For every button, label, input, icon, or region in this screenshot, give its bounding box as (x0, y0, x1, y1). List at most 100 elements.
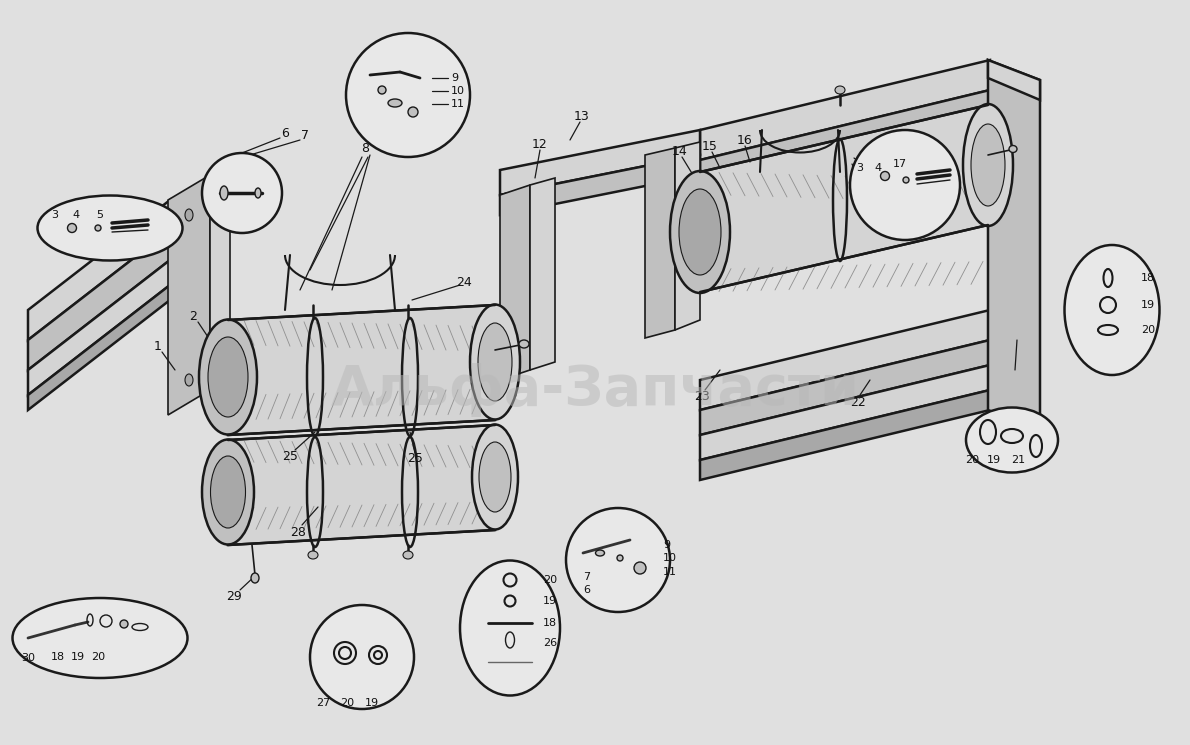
Ellipse shape (211, 456, 245, 528)
Text: 8: 8 (361, 142, 369, 154)
Ellipse shape (480, 442, 511, 512)
Text: 25: 25 (407, 451, 422, 464)
Ellipse shape (408, 107, 418, 117)
Ellipse shape (519, 340, 530, 348)
Text: 19: 19 (987, 455, 1001, 465)
Polygon shape (530, 178, 555, 370)
Ellipse shape (634, 562, 646, 574)
Polygon shape (700, 365, 990, 460)
Ellipse shape (184, 374, 193, 386)
Ellipse shape (255, 188, 261, 198)
Text: 27: 27 (315, 698, 330, 708)
Polygon shape (675, 142, 700, 330)
Text: 20: 20 (543, 575, 557, 585)
Polygon shape (700, 60, 990, 160)
Text: 7: 7 (301, 128, 309, 142)
Circle shape (346, 33, 470, 157)
Ellipse shape (470, 305, 520, 419)
Text: 24: 24 (456, 276, 472, 288)
Text: 16: 16 (737, 133, 753, 147)
Text: 30: 30 (21, 653, 35, 663)
Text: 21: 21 (1012, 455, 1025, 465)
Text: 10: 10 (663, 553, 677, 563)
Ellipse shape (478, 323, 512, 401)
Text: 4: 4 (875, 163, 882, 173)
Polygon shape (700, 340, 990, 435)
Text: 20: 20 (1141, 325, 1155, 335)
Ellipse shape (461, 560, 560, 696)
Text: 18: 18 (51, 652, 65, 662)
Text: 20: 20 (965, 455, 979, 465)
Text: 22: 22 (850, 396, 866, 408)
Text: 17: 17 (892, 159, 907, 169)
Ellipse shape (881, 171, 889, 180)
Ellipse shape (388, 99, 402, 107)
Ellipse shape (220, 186, 228, 200)
Text: 14: 14 (672, 145, 688, 157)
Polygon shape (700, 310, 990, 410)
Text: 25: 25 (282, 449, 298, 463)
Polygon shape (700, 90, 990, 185)
Ellipse shape (202, 440, 253, 545)
Polygon shape (209, 168, 230, 390)
Circle shape (311, 605, 414, 709)
Text: 26: 26 (543, 638, 557, 648)
Ellipse shape (966, 408, 1058, 472)
Polygon shape (228, 305, 495, 435)
Text: 5: 5 (96, 210, 104, 220)
Ellipse shape (38, 195, 182, 261)
Polygon shape (700, 390, 990, 480)
Ellipse shape (184, 209, 193, 221)
Text: 19: 19 (365, 698, 380, 708)
Polygon shape (645, 148, 675, 338)
Text: 10: 10 (451, 86, 465, 96)
Polygon shape (168, 175, 209, 415)
Polygon shape (500, 155, 700, 215)
Text: 29: 29 (226, 591, 242, 603)
Text: 3: 3 (857, 163, 864, 173)
Text: 2: 2 (189, 309, 196, 323)
Polygon shape (700, 140, 990, 230)
Ellipse shape (378, 86, 386, 94)
Polygon shape (500, 185, 530, 380)
Polygon shape (988, 60, 1040, 100)
Ellipse shape (835, 86, 845, 94)
Circle shape (850, 130, 960, 240)
Text: 3: 3 (51, 210, 58, 220)
Ellipse shape (120, 620, 129, 628)
Circle shape (202, 153, 282, 233)
Text: 12: 12 (532, 138, 547, 150)
Ellipse shape (208, 337, 248, 417)
Text: 9: 9 (664, 540, 670, 550)
Text: 15: 15 (702, 139, 718, 153)
Ellipse shape (199, 320, 257, 434)
Ellipse shape (679, 189, 721, 275)
Text: 6: 6 (281, 127, 289, 139)
Polygon shape (500, 130, 700, 195)
Text: 20: 20 (340, 698, 355, 708)
Text: 23: 23 (694, 390, 710, 404)
Text: 9: 9 (451, 73, 458, 83)
Polygon shape (29, 285, 170, 410)
Ellipse shape (670, 171, 729, 293)
Polygon shape (988, 60, 1040, 430)
Ellipse shape (1009, 145, 1017, 153)
Ellipse shape (963, 104, 1013, 226)
Circle shape (566, 508, 670, 612)
Ellipse shape (13, 598, 188, 678)
Text: Альфа-Запчасти: Альфа-Запчасти (331, 363, 859, 417)
Text: 18: 18 (1141, 273, 1155, 283)
Ellipse shape (68, 224, 76, 232)
Ellipse shape (308, 551, 318, 559)
Ellipse shape (616, 555, 624, 561)
Ellipse shape (971, 124, 1006, 206)
Text: 1: 1 (154, 340, 162, 352)
Polygon shape (29, 230, 170, 370)
Text: 13: 13 (574, 110, 590, 122)
Polygon shape (700, 105, 988, 292)
Ellipse shape (95, 225, 101, 231)
Polygon shape (700, 115, 990, 210)
Ellipse shape (251, 573, 259, 583)
Ellipse shape (595, 550, 605, 556)
Text: 19: 19 (71, 652, 84, 662)
